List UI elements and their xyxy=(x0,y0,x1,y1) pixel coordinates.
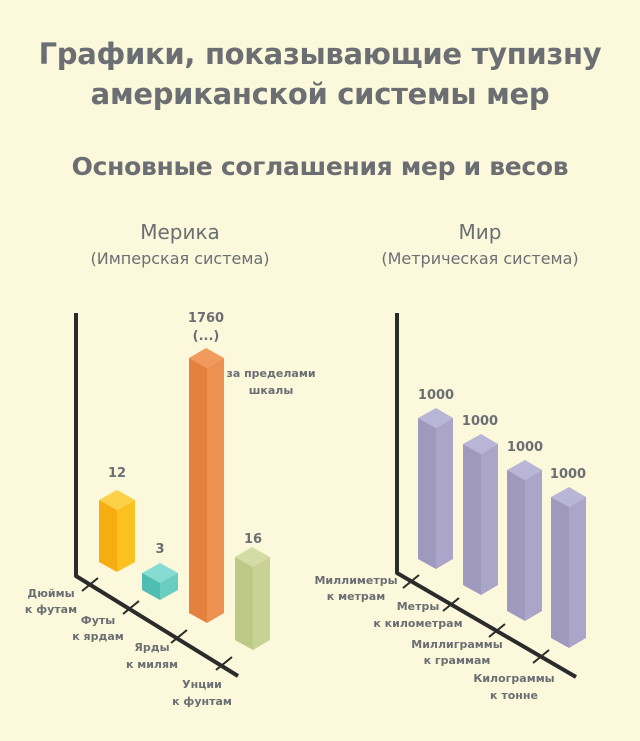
category-label-feet: Футы xyxy=(81,614,115,627)
off-scale-annotation-line1: за пределами xyxy=(226,367,315,380)
bar-inches-to-feet xyxy=(99,490,135,572)
value-label-1000-d: 1000 xyxy=(550,467,586,482)
bar-m-to-km xyxy=(463,434,498,595)
value-label-12: 12 xyxy=(108,466,126,481)
metric-axis xyxy=(395,313,578,679)
metric-chart: 1000 1000 1000 1000 Миллиметры к метрам … xyxy=(314,313,586,702)
value-label-1000-a: 1000 xyxy=(418,388,454,403)
imperial-axis xyxy=(74,313,240,678)
imperial-axis-ticks xyxy=(81,577,233,671)
bar-mg-to-g xyxy=(507,460,542,621)
category-label-inches-2: к футам xyxy=(25,603,77,616)
metric-chart-subtitle: (Метрическая система) xyxy=(381,249,579,268)
category-label-mm-2: к метрам xyxy=(327,590,385,603)
category-label-yards: Ярды xyxy=(134,641,169,654)
category-label-mm: Миллиметры xyxy=(314,574,397,587)
imperial-chart: 12 3 1760 (...) 16 за пределами шкалы Дю… xyxy=(25,311,316,708)
value-label-ellipsis: (...) xyxy=(193,329,220,344)
bar-yards-to-miles xyxy=(189,348,224,623)
value-label-1000-c: 1000 xyxy=(507,440,543,455)
off-scale-annotation-line2: шкалы xyxy=(249,384,294,397)
title-line-2: американской системы мер xyxy=(90,77,550,111)
bar-kg-to-t xyxy=(551,487,586,648)
metric-axis-ticks xyxy=(402,574,550,664)
category-label-m: Метры xyxy=(397,600,440,613)
category-label-kg: Килограммы xyxy=(473,672,554,685)
title-line-1: Графики, показывающие тупизну xyxy=(38,37,602,71)
imperial-chart-subtitle: (Имперская система) xyxy=(90,249,270,268)
category-label-mg: Миллиграммы xyxy=(411,638,503,651)
bar-mm-to-m xyxy=(418,408,453,569)
value-label-1760: 1760 xyxy=(188,311,224,326)
metric-chart-title: Мир xyxy=(458,220,502,244)
category-label-feet-2: к ярдам xyxy=(72,630,124,643)
category-label-m-2: к километрам xyxy=(373,617,462,630)
page-title: Графики, показывающие тупизну американск… xyxy=(0,34,640,114)
page-subtitle: Основные соглашения мер и весов xyxy=(71,152,569,181)
category-label-inches: Дюймы xyxy=(27,587,74,600)
imperial-chart-title: Мерика xyxy=(140,220,220,244)
bar-feet-to-yards xyxy=(142,563,178,600)
category-label-kg-2: к тонне xyxy=(490,689,538,702)
value-label-1000-b: 1000 xyxy=(462,414,498,429)
bar-ounces-to-pounds xyxy=(235,547,270,650)
metric-chart-header: Мир (Метрическая система) xyxy=(350,218,610,272)
category-label-ounces-2: к фунтам xyxy=(172,695,232,708)
value-label-3: 3 xyxy=(155,542,164,557)
imperial-chart-header: Мерика (Имперская система) xyxy=(50,218,310,272)
value-label-16: 16 xyxy=(244,532,262,547)
category-label-yards-2: к милям xyxy=(126,658,178,671)
category-label-ounces: Унции xyxy=(182,678,222,691)
category-label-mg-2: к граммам xyxy=(424,654,491,667)
